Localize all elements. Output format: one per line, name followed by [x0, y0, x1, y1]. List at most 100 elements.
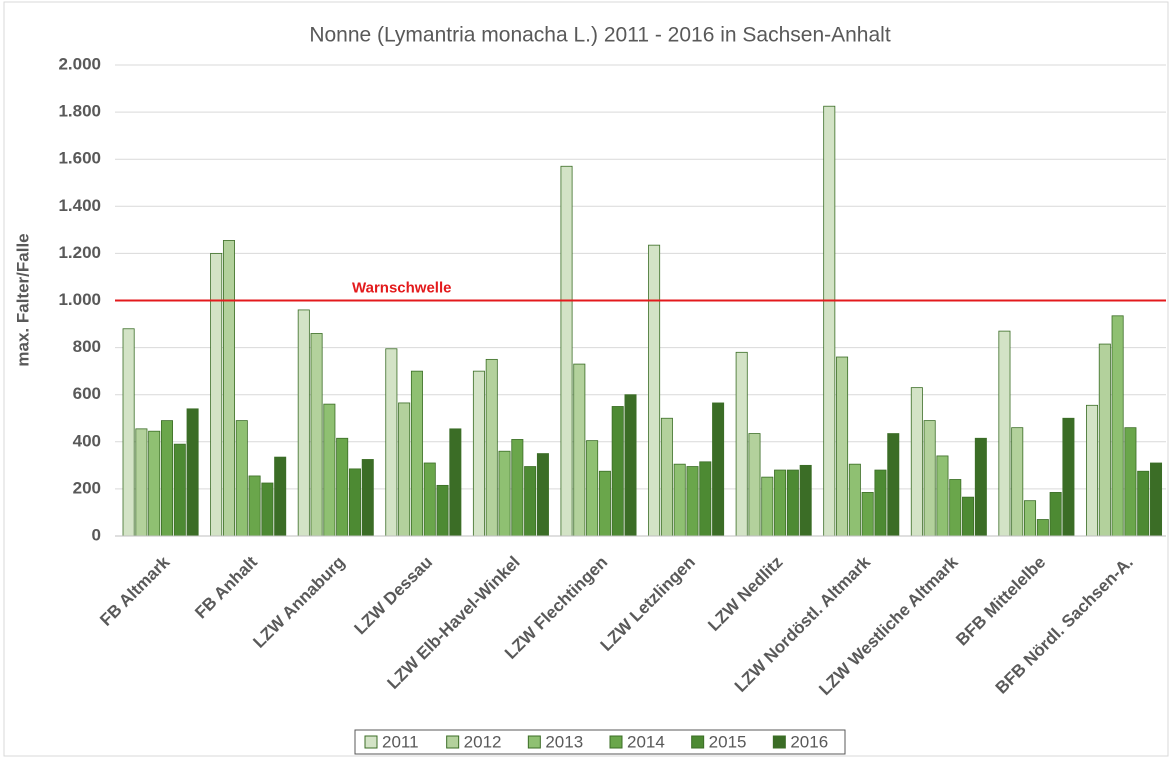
bar — [598, 470, 611, 537]
bar — [160, 420, 173, 537]
bar — [699, 461, 712, 537]
bar — [974, 437, 987, 537]
bar — [887, 433, 900, 537]
bar — [874, 469, 887, 537]
bar — [1111, 315, 1124, 537]
legend-label: 2015 — [709, 732, 747, 751]
bar — [222, 240, 235, 537]
bar — [949, 479, 962, 537]
y-tick-label: 800 — [73, 337, 101, 356]
bar — [297, 309, 310, 537]
bar — [135, 428, 148, 537]
bar — [148, 430, 161, 537]
bar — [511, 439, 524, 537]
legend-swatch — [364, 735, 378, 749]
legend-swatch — [772, 735, 786, 749]
y-tick-label: 1.400 — [58, 196, 101, 215]
bar — [498, 450, 511, 537]
bar — [248, 475, 261, 537]
bar — [1011, 427, 1024, 537]
bar — [323, 403, 336, 537]
bar — [423, 462, 436, 537]
y-tick-label: 200 — [73, 478, 101, 497]
bar — [799, 464, 812, 537]
bar — [348, 468, 361, 537]
bar — [761, 476, 774, 537]
bar — [1036, 519, 1049, 537]
legend-box — [354, 729, 846, 755]
bar — [923, 420, 936, 537]
bar — [436, 484, 449, 537]
bar — [410, 370, 423, 537]
bar — [1062, 417, 1075, 537]
bar — [1049, 492, 1062, 537]
bar — [472, 370, 485, 537]
bar — [660, 417, 673, 537]
bar — [560, 165, 573, 537]
y-axis-label: max. Falter/Falle — [13, 233, 32, 366]
bar — [336, 437, 349, 537]
legend-label: 2014 — [627, 732, 665, 751]
bar — [936, 455, 949, 537]
bar — [274, 456, 287, 537]
bar — [449, 428, 462, 537]
bar — [648, 244, 661, 537]
bar — [235, 420, 248, 537]
bar — [786, 469, 799, 537]
bar — [310, 333, 323, 537]
y-tick-label: 1.200 — [58, 243, 101, 262]
legend-swatch — [527, 735, 541, 749]
bar — [398, 402, 411, 537]
bar — [910, 387, 923, 537]
bar — [823, 105, 836, 537]
bar — [385, 348, 398, 537]
bar — [998, 330, 1011, 537]
bar — [186, 408, 199, 537]
legend-label: 2011 — [382, 732, 419, 751]
legend-label: 2012 — [464, 732, 502, 751]
bar — [1124, 427, 1137, 537]
bar — [1137, 470, 1150, 537]
bar — [1150, 462, 1163, 537]
bar — [962, 496, 975, 537]
y-tick-label: 600 — [73, 384, 101, 403]
bar — [122, 328, 135, 537]
bar — [686, 466, 699, 537]
bar — [735, 351, 748, 537]
bar — [774, 469, 787, 537]
bar — [836, 356, 849, 537]
y-tick-label: 0 — [92, 525, 101, 544]
y-tick-label: 1.000 — [58, 290, 101, 309]
bar — [173, 443, 186, 537]
bar — [1086, 404, 1099, 537]
bar — [210, 252, 223, 537]
legend-label: 2013 — [545, 732, 583, 751]
bar — [536, 453, 549, 537]
bar — [1024, 500, 1037, 537]
bar — [361, 459, 374, 537]
bar — [1098, 343, 1111, 537]
bar — [573, 363, 586, 537]
legend-label: 2016 — [790, 732, 828, 751]
bar — [748, 433, 761, 537]
threshold-label: Warnschwelle — [352, 279, 451, 296]
bar — [485, 358, 498, 537]
chart-border — [3, 1, 1169, 757]
legend-swatch — [691, 735, 705, 749]
bar — [611, 406, 624, 537]
bar — [712, 402, 725, 537]
y-tick-label: 1.800 — [58, 102, 101, 121]
bar — [624, 394, 637, 537]
chart-title: Nonne (Lymantria monacha L.) 2011 - 2016… — [309, 24, 891, 47]
bar — [861, 492, 874, 537]
bar — [848, 463, 861, 537]
bar — [524, 466, 537, 537]
y-tick-label: 400 — [73, 431, 101, 450]
legend-swatch — [609, 735, 623, 749]
bar — [261, 482, 274, 537]
bar — [586, 440, 599, 537]
y-tick-label: 1.600 — [58, 149, 101, 168]
bar — [673, 463, 686, 537]
legend-swatch — [446, 735, 460, 749]
